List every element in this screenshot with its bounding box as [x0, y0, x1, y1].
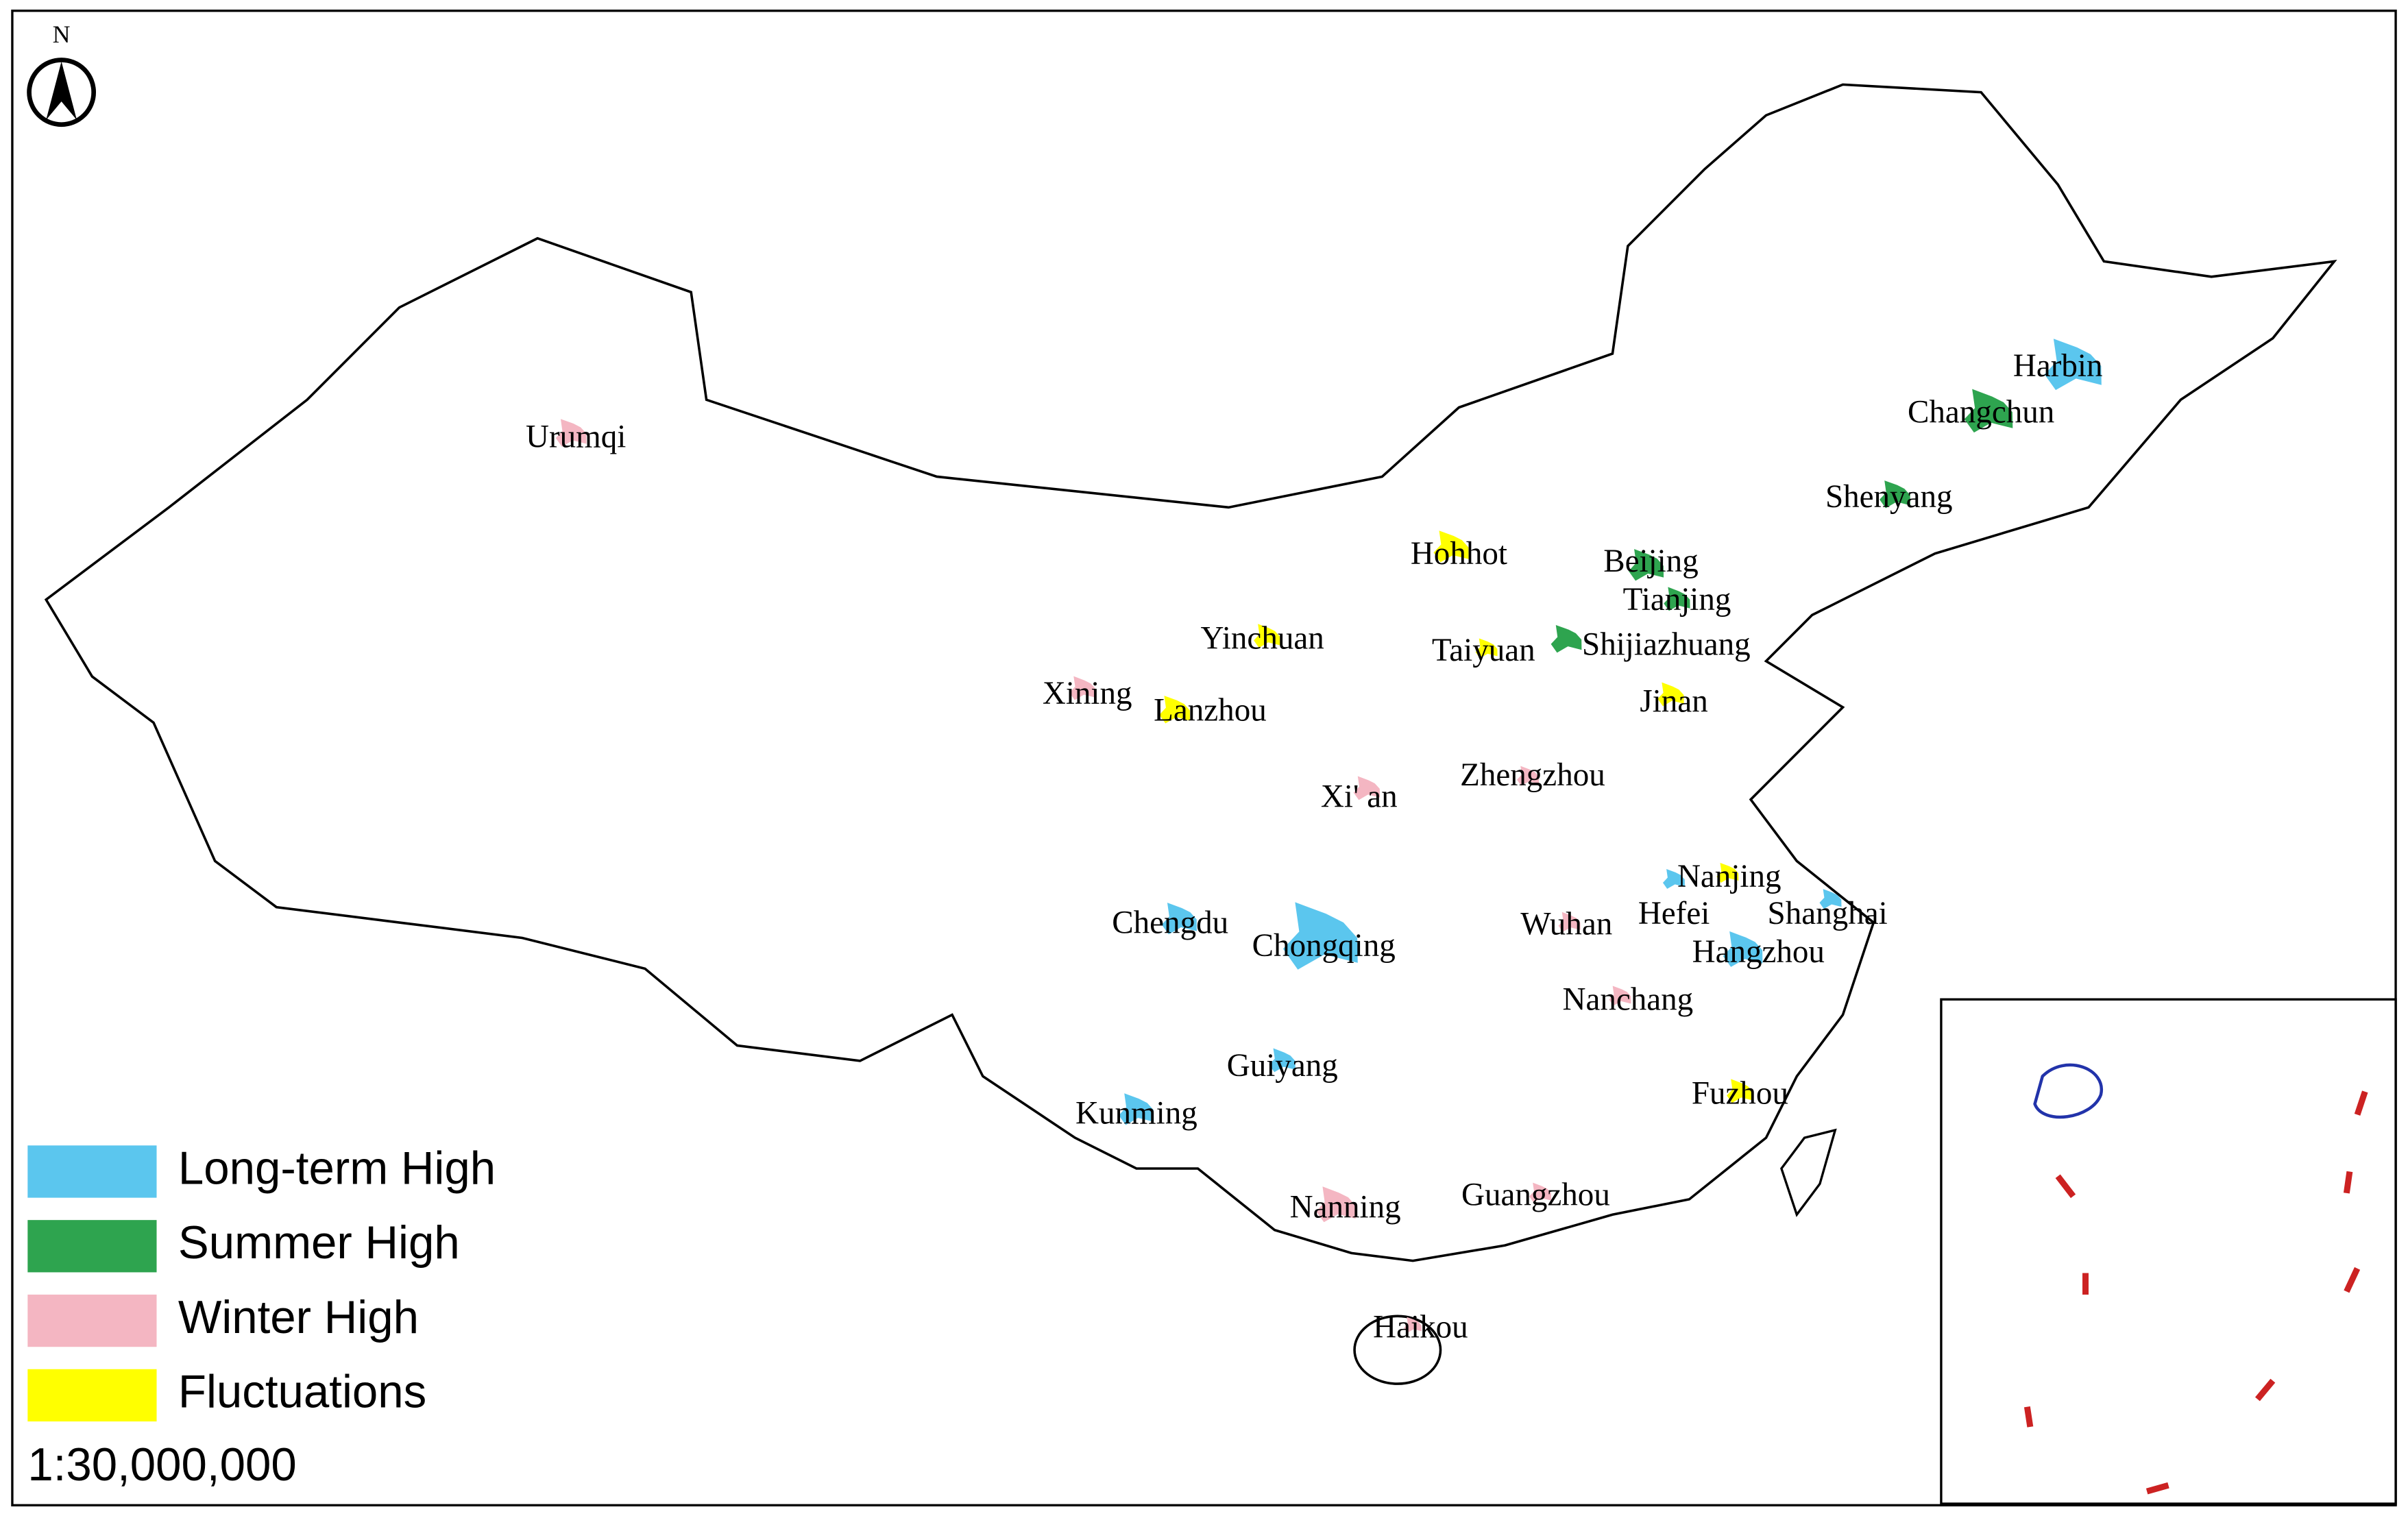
city-label: Changchun — [1908, 394, 2054, 430]
inset-boundary — [2023, 1090, 2368, 1495]
island — [1353, 1315, 1442, 1385]
compass-ring — [27, 58, 97, 127]
city-area — [1069, 676, 1096, 700]
legend-swatch — [27, 1369, 157, 1422]
city-area — [1609, 986, 1631, 1006]
city-label: Urumqi — [526, 419, 626, 454]
city-area — [1723, 931, 1763, 967]
city-area — [1316, 1186, 1356, 1223]
inset-frame — [1940, 998, 2397, 1505]
scale-label: 1:30,000,000 — [27, 1439, 296, 1491]
city-label: Tianjing — [1623, 582, 1731, 618]
city-label: Hohhot — [1411, 536, 1507, 572]
city-area — [1353, 776, 1381, 800]
city-area — [1664, 587, 1690, 611]
city-label: Chongqing — [1252, 928, 1396, 964]
inset — [1940, 998, 2397, 1505]
city-label: Haikou — [1373, 1309, 1468, 1345]
city-area — [1529, 1182, 1552, 1203]
city-area — [1727, 1079, 1753, 1103]
city-label: Nanning — [1290, 1189, 1401, 1225]
city-area — [555, 419, 587, 447]
city-area — [1475, 638, 1498, 659]
city-labels: Harbin Chengdu Chongqing Guiyang Kunming Hefe… — [526, 348, 2103, 1345]
city-area — [1159, 696, 1191, 724]
city-label: Hangzhou — [1692, 934, 1825, 970]
city-area — [1254, 624, 1280, 648]
city-label: Guangzhou — [1461, 1177, 1610, 1212]
city-label: Nanjing — [1677, 859, 1781, 894]
city-area — [1880, 480, 1910, 509]
city-label: Shijiazhuang — [1582, 626, 1751, 662]
city-label: Beijing — [1603, 543, 1699, 579]
legend-swatch — [27, 1145, 157, 1198]
city-label: Chengdu — [1112, 905, 1228, 940]
city-area — [1819, 889, 1842, 909]
legend-swatch — [27, 1294, 157, 1347]
city-area — [1404, 1317, 1422, 1333]
city-area — [1628, 549, 1664, 581]
city-area — [1558, 912, 1581, 932]
city-area — [1657, 682, 1684, 707]
legend-label: Winter High — [178, 1292, 419, 1343]
city-area — [2044, 339, 2102, 391]
city-area — [1716, 863, 1739, 883]
city-label: Jinan — [1640, 683, 1707, 719]
legend-swatch — [27, 1220, 157, 1273]
city-label: Taiyuan — [1432, 633, 1535, 668]
city-label: Hefei — [1638, 896, 1710, 931]
inset-island — [2033, 1063, 2104, 1119]
compass-arrow — [46, 61, 77, 120]
city-label: Xi' an — [1321, 779, 1398, 814]
city-label: Kunming — [1075, 1095, 1197, 1131]
city-label: Xining — [1043, 676, 1132, 711]
city-area — [1517, 766, 1540, 786]
city-label: Fuzhou — [1692, 1075, 1788, 1111]
city-area — [1662, 868, 1685, 889]
city-area — [1119, 1093, 1154, 1125]
city-area — [1964, 389, 2013, 433]
city-label: Zhengzhou — [1460, 757, 1605, 793]
city-label: Lanzhou — [1154, 693, 1267, 729]
city-area — [1282, 902, 1358, 970]
island — [1780, 1128, 1837, 1217]
city-area — [1433, 530, 1469, 563]
legend: Long-term High Summer High Winter High Fluc… — [27, 1142, 496, 1422]
legend-label: Long-term High — [178, 1142, 496, 1194]
city-label: Shanghai — [1768, 896, 1888, 931]
north-label: N — [53, 21, 71, 48]
city-label: Shenyang — [1825, 479, 1953, 515]
city-label: Wuhan — [1520, 907, 1612, 942]
city-area — [1269, 1048, 1296, 1073]
country-outline — [44, 83, 2337, 1262]
city-label: Harbin — [2013, 348, 2103, 384]
compass: N — [27, 21, 97, 127]
city-area — [1161, 903, 1197, 935]
city-label: Yinchuan — [1200, 620, 1324, 656]
legend-label: Summer High — [178, 1217, 460, 1269]
city-label: Guiyang — [1227, 1048, 1338, 1084]
city-area — [1550, 624, 1582, 653]
city-label: Nanchang — [1563, 981, 1694, 1017]
city-areas — [555, 339, 2102, 1333]
legend-label: Fluctuations — [178, 1367, 426, 1418]
